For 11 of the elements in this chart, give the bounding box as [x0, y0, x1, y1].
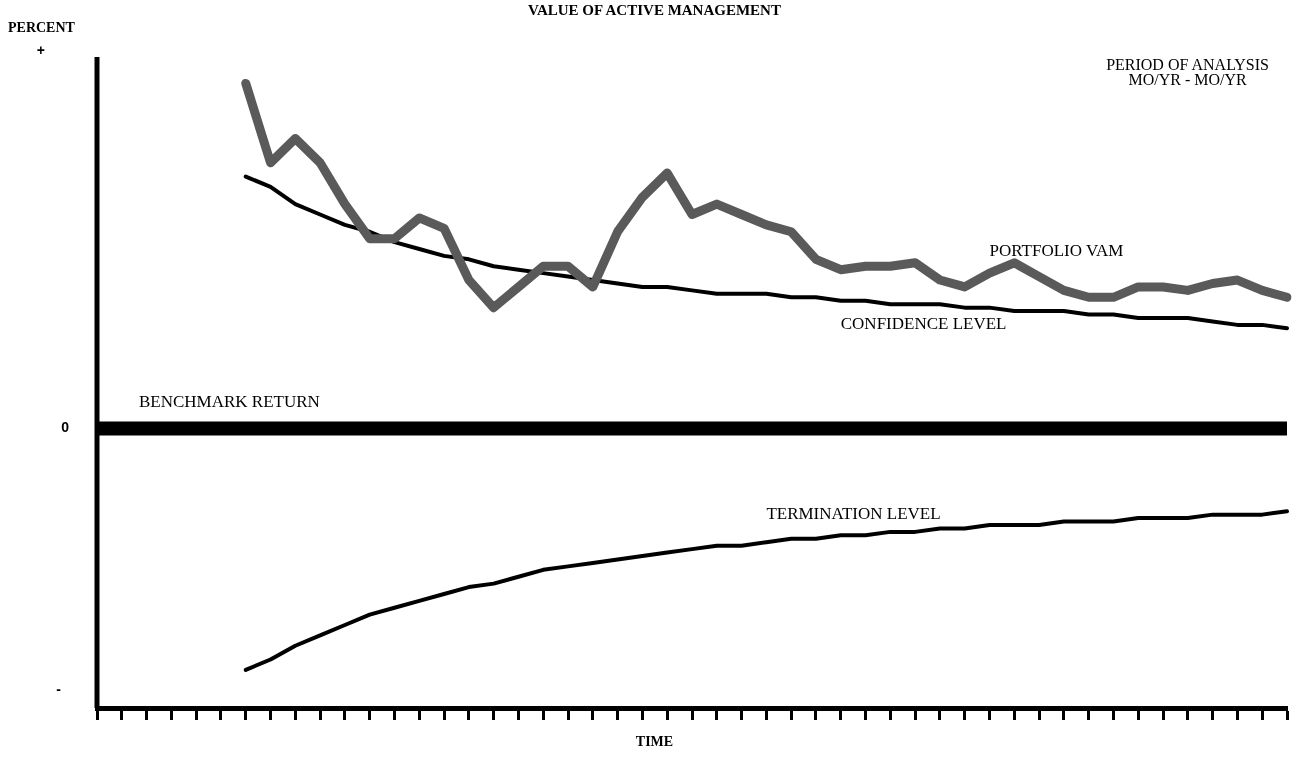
- text: 0: [61, 419, 70, 436]
- text: +: [36, 41, 45, 58]
- annotation: PERIOD OF ANALYSIS MO/YR - MO/YR: [1106, 56, 1269, 88]
- chart-title: VALUE OF ACTIVE MANAGEMENT: [527, 2, 782, 19]
- series-label: CONFIDENCE LEVEL: [840, 314, 1007, 334]
- ref-line-label: BENCHMARK RETURN: [139, 392, 320, 412]
- x-axis-title: TIME: [634, 734, 675, 750]
- series-label: PORTFOLIO VAM: [989, 240, 1124, 260]
- text: -: [56, 680, 62, 697]
- y-axis-title: PERCENT: [8, 20, 75, 36]
- series-label: TERMINATION LEVEL: [766, 503, 941, 523]
